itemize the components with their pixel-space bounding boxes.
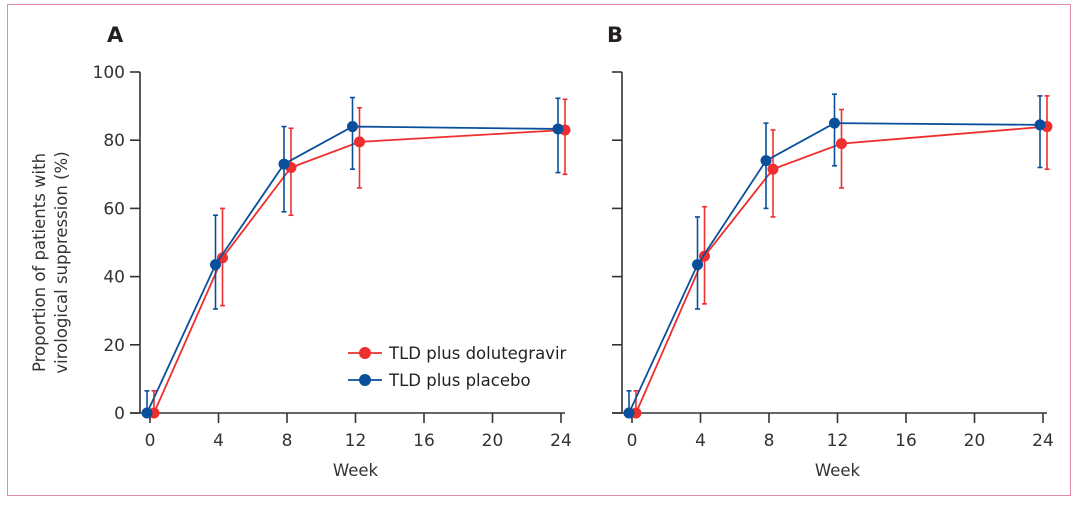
x-tick-label: 20 — [964, 431, 986, 451]
legend: TLD plus dolutegravir TLD plus placebo — [348, 344, 567, 390]
data-point — [347, 121, 358, 133]
data-point — [278, 158, 290, 170]
data-point — [767, 163, 779, 175]
legend-item: TLD plus placebo — [348, 371, 531, 390]
x-tick-label: 24 — [1032, 431, 1054, 451]
y-tick-label: 0 — [114, 404, 125, 424]
data-point — [760, 155, 772, 167]
data-point — [829, 117, 840, 129]
data-point — [1034, 119, 1046, 131]
data-point — [552, 123, 564, 135]
data-point — [836, 138, 847, 150]
x-tick-label: 8 — [764, 431, 775, 451]
chart-panel-a: A 0 20 40 60 80 100 0 4 8 12 16 20 24 Week Proportion o… — [30, 23, 572, 480]
y-tick-label: 100 — [93, 63, 125, 83]
series-tld-plus-placebo — [623, 93, 1046, 419]
y-tick-label: 80 — [103, 131, 125, 151]
series-tld-plus-dolutegravir — [630, 95, 1053, 419]
x-tick-label: 4 — [213, 431, 224, 451]
data-point — [217, 252, 228, 264]
y-axis-title: virological suppression (%) — [52, 151, 71, 373]
legend-label: TLD plus dolutegravir — [388, 344, 567, 363]
x-tick-label: 0 — [145, 431, 156, 451]
legend-label: TLD plus placebo — [388, 371, 531, 390]
legend-marker — [359, 374, 371, 386]
x-axis-title: Week — [333, 461, 379, 480]
y-axis-title: Proportion of patients with — [30, 153, 49, 372]
x-axis-title: Week — [815, 461, 861, 480]
legend-item: TLD plus dolutegravir — [348, 344, 567, 363]
x-tick-label: 16 — [895, 431, 917, 451]
series-tld-plus-dolutegravir — [148, 98, 571, 419]
panel-label: B — [607, 23, 623, 47]
x-tick-label: 4 — [695, 431, 706, 451]
figure-border — [7, 4, 1071, 496]
series-line — [628, 122, 1041, 414]
x-tick-label: 16 — [413, 431, 435, 451]
x-tick-label: 8 — [282, 431, 293, 451]
panel-label: A — [107, 23, 124, 47]
x-tick-label: 20 — [482, 431, 504, 451]
chart-panel-b: B 0 4 8 12 16 20 24 Week — [607, 23, 1054, 480]
series-tld-plus-placebo — [141, 96, 564, 419]
data-point — [692, 259, 703, 271]
data-point — [354, 136, 365, 148]
y-tick-label: 40 — [103, 268, 125, 288]
x-tick-label: 24 — [550, 431, 572, 451]
data-point — [623, 407, 635, 419]
x-tick-label: 12 — [827, 431, 849, 451]
x-tick-label: 12 — [345, 431, 367, 451]
data-point — [210, 259, 221, 271]
data-point — [141, 407, 153, 419]
y-tick-label: 20 — [103, 336, 125, 356]
y-tick-label: 60 — [103, 199, 125, 219]
x-tick-label: 0 — [627, 431, 638, 451]
legend-marker — [359, 347, 371, 359]
